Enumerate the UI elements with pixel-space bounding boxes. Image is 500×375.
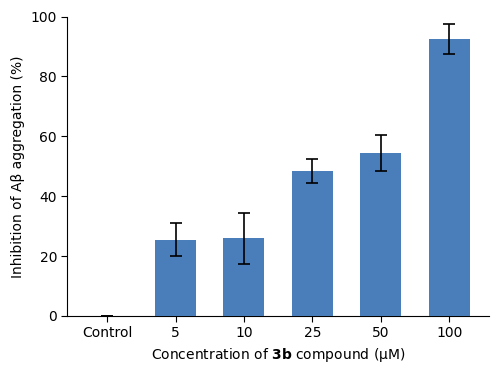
Bar (224, 238, 264, 316)
Bar (155, 240, 196, 316)
Y-axis label: Inhibition of Aβ aggregation (%): Inhibition of Aβ aggregation (%) (11, 55, 25, 278)
Bar (360, 153, 402, 316)
X-axis label: Concentration of $\mathbf{3b}$ compound (μM): Concentration of $\mathbf{3b}$ compound … (151, 346, 406, 364)
Bar (292, 171, 333, 316)
Bar (428, 39, 470, 316)
